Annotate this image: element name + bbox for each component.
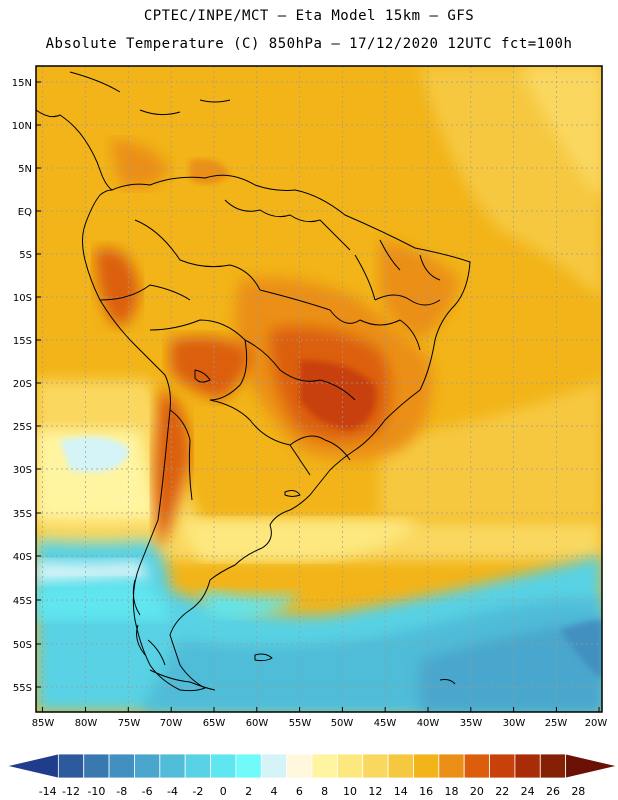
colorbar-label: -10: [87, 785, 105, 798]
colorbar-swatch: [362, 753, 389, 779]
model-title: CPTEC/INPE/MCT – Eta Model 15km – GFS: [143, 8, 475, 24]
lat-label: 55S: [13, 683, 32, 694]
colorbar-swatch: [108, 753, 135, 779]
colorbar-swatch: [387, 753, 414, 779]
map-frame: [35, 65, 603, 713]
colorbar-label: -2: [192, 785, 203, 798]
lat-label: 10S: [13, 293, 32, 304]
colorbar-label: 16: [419, 785, 433, 798]
colorbar-swatch: [336, 753, 364, 779]
lat-label: 5S: [19, 250, 32, 261]
lon-label: 60W: [246, 718, 269, 729]
graticule: [36, 66, 602, 712]
colorbar-label: 28: [571, 785, 585, 798]
lat-label: 25S: [13, 422, 32, 433]
lat-label: 10N: [12, 121, 32, 132]
colorbar-swatch: [463, 753, 490, 779]
colorbar-label: -12: [62, 785, 80, 798]
lat-label: EQ: [18, 207, 32, 218]
colorbar-swatch: [210, 753, 237, 779]
temperature-field: [36, 66, 602, 712]
colorbar-swatch: [6, 753, 59, 779]
lat-label: 5N: [18, 164, 32, 175]
longitude-axis: 85W 80W 75W 70W 65W 60W 55W 50W 45W 40W …: [32, 707, 608, 729]
lon-label: 45W: [374, 718, 397, 729]
lat-label: 45S: [13, 596, 32, 607]
colorbar-label: 4: [270, 785, 277, 798]
lon-label: 85W: [32, 718, 55, 729]
lon-label: 30W: [503, 718, 526, 729]
lon-label: 50W: [331, 718, 354, 729]
colorbar-swatch: [438, 753, 465, 779]
coastlines: [36, 71, 471, 692]
colorbar-label: -8: [116, 785, 127, 798]
lon-label: 70W: [160, 718, 183, 729]
lon-label: 35W: [460, 718, 483, 729]
colorbar-swatch: [286, 753, 313, 779]
colorbar-label: 0: [220, 785, 227, 798]
colorbar-label: 18: [445, 785, 459, 798]
colorbar-swatch: [311, 753, 338, 779]
lon-label: 40W: [417, 718, 440, 729]
colorbar-label: 26: [546, 785, 560, 798]
colorbar-label: -6: [142, 785, 153, 798]
lat-label: 50S: [13, 640, 32, 651]
colorbar-label: 10: [343, 785, 357, 798]
colorbar-swatch: [260, 753, 288, 779]
lon-label: 20W: [585, 718, 608, 729]
lat-label: 30S: [13, 465, 32, 476]
colorbar-label: 22: [495, 785, 509, 798]
lon-label: 55W: [289, 718, 312, 729]
colorbar-swatch: [514, 753, 541, 779]
colorbar-swatch: [235, 753, 262, 779]
latitude-axis: 15N 10N 5N EQ 5S 10S 15S 20S 25S 30S 35S…: [12, 78, 41, 694]
lon-label: 65W: [203, 718, 226, 729]
lat-label: 40S: [13, 552, 32, 563]
colorbar-label: 6: [296, 785, 303, 798]
colorbar-swatch: [184, 753, 211, 779]
lat-label: 20S: [13, 379, 32, 390]
lat-label: 35S: [13, 509, 32, 520]
lat-label: 15S: [13, 336, 32, 347]
colorbar-label: 14: [394, 785, 408, 798]
colorbar-label: 20: [470, 785, 484, 798]
colorbar-swatch: [565, 753, 618, 779]
colorbar-swatch: [83, 753, 110, 779]
lat-label: 15N: [12, 78, 32, 89]
colorbar-label: 12: [368, 785, 382, 798]
colorbar-label: 24: [521, 785, 535, 798]
colorbar-swatch: [134, 753, 161, 779]
colorbar-label: -14: [39, 785, 57, 798]
lon-label: 80W: [75, 718, 98, 729]
colorbar-swatch: [539, 753, 567, 779]
temperature-colorbar: -14 -12 -10 -8 -6 -4 -2 0 2 4 6 8 10 12 14 16 18 20 22 24 26…: [6, 753, 618, 798]
colorbar-swatch: [489, 753, 516, 779]
colorbar-swatch: [57, 753, 85, 779]
lon-label: 25W: [545, 718, 568, 729]
colorbar-swatch: [159, 753, 186, 779]
colorbar-label: -4: [167, 785, 178, 798]
colorbar-label: 8: [321, 785, 328, 798]
variable-title: Absolute Temperature (C) 850hPa – 17/12/…: [45, 36, 573, 52]
colorbar-swatch: [413, 753, 440, 779]
colorbar-label: 2: [245, 785, 252, 798]
lon-label: 75W: [118, 718, 141, 729]
